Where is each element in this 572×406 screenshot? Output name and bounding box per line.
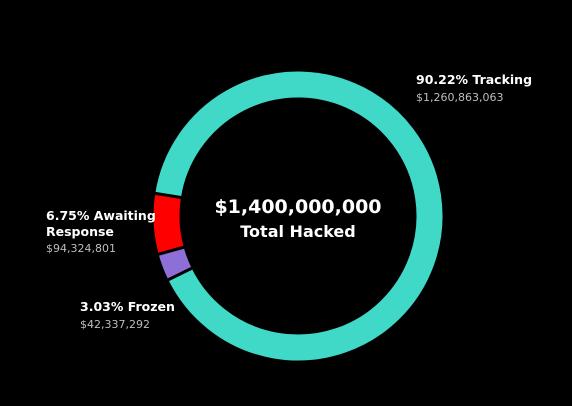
frozen-slice-value: $42,337,292 <box>80 318 150 331</box>
awaiting-slice[interactable] <box>150 191 187 257</box>
total-label: Total Hacked <box>240 222 355 241</box>
tracking-slice-label[interactable]: 90.22% Tracking <box>416 72 532 87</box>
tracking-slice-value: $1,260,863,063 <box>416 91 503 104</box>
awaiting-slice-label[interactable]: 6.75% Awaiting <box>46 208 156 223</box>
donut-slices <box>150 68 446 364</box>
tracking-slice[interactable] <box>152 68 446 364</box>
frozen-slice-label[interactable]: 3.03% Frozen <box>80 299 175 314</box>
total-amount: $1,400,000,000 <box>214 196 381 218</box>
awaiting-slice-value: $94,324,801 <box>46 242 116 255</box>
awaiting-slice-label-line2: Response <box>46 224 114 239</box>
